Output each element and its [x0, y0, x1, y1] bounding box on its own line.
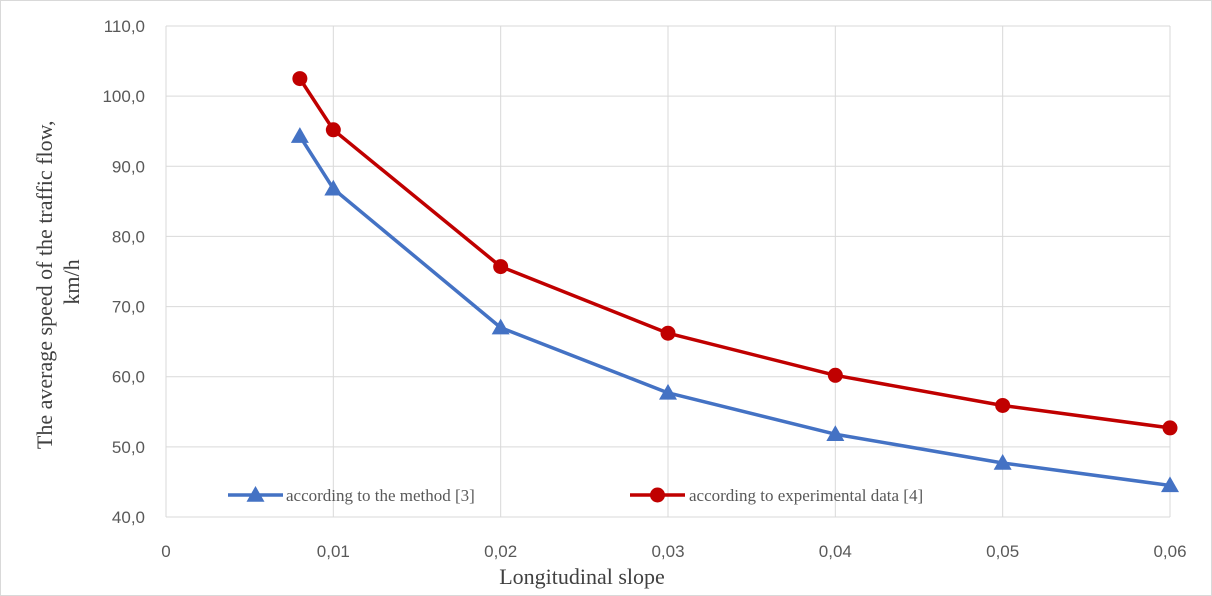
legend-marker: [650, 487, 665, 503]
legend-item: according to experimental data [4]: [630, 486, 923, 505]
x-tick-label: 0,04: [819, 542, 852, 561]
series-1: [290, 127, 1179, 493]
x-tick-label: 0,01: [317, 542, 350, 561]
x-axis-ticks: 0 0,01 0,02 0,03 0,04 0,05 0,06: [161, 542, 1186, 561]
y-tick-label: 90,0: [112, 157, 145, 176]
x-tick-label: 0,03: [651, 542, 684, 561]
data-point: [993, 453, 1012, 470]
series-line: [298, 77, 1171, 430]
data-point: [995, 397, 1011, 413]
data-point: [325, 122, 341, 138]
x-tick-label: 0,05: [986, 542, 1019, 561]
data-point: [659, 383, 677, 400]
y-tick-label: 70,0: [112, 298, 145, 317]
legend-label: according to experimental data [4]: [689, 486, 923, 505]
x-tick-label: 0,02: [484, 542, 517, 561]
x-tick-label: 0: [161, 542, 170, 561]
y-tick-label: 80,0: [112, 227, 145, 246]
x-tick-label: 0,06: [1153, 542, 1186, 561]
data-point: [660, 325, 676, 341]
data-point: [290, 127, 309, 143]
data-point: [1162, 420, 1178, 436]
y-axis-ticks: 40,0 50,0 60,0 70,0 80,0 90,0 100,0 110,0: [102, 17, 145, 527]
series-2: [292, 71, 1178, 436]
gridlines: [165, 25, 1171, 518]
legend-marker: [246, 486, 265, 502]
y-tick-label: 40,0: [112, 508, 145, 527]
legend-label: according to the method [3]: [286, 486, 475, 505]
y-axis-title-line-1: The average speed of the traffic flow,: [32, 120, 57, 449]
legend-item: according to the method [3]: [228, 486, 475, 505]
y-tick-label: 50,0: [112, 438, 145, 457]
data-point: [324, 179, 343, 196]
y-tick-label: 100,0: [102, 87, 145, 106]
series-group: [290, 71, 1179, 493]
data-point: [292, 71, 308, 87]
y-axis-title-line-2: km/h: [59, 259, 84, 304]
y-tick-label: 110,0: [104, 17, 145, 36]
y-axis-title: The average speed of the traffic flow, k…: [32, 115, 84, 449]
data-point: [827, 367, 843, 383]
series-line: [298, 135, 1171, 488]
data-point: [826, 425, 845, 441]
x-axis-title: Longitudinal slope: [499, 564, 665, 589]
data-point: [1161, 476, 1179, 493]
data-point: [491, 318, 510, 335]
data-point: [493, 259, 509, 275]
legend: according to the method [3] according to …: [228, 486, 923, 505]
y-tick-label: 60,0: [112, 368, 145, 387]
